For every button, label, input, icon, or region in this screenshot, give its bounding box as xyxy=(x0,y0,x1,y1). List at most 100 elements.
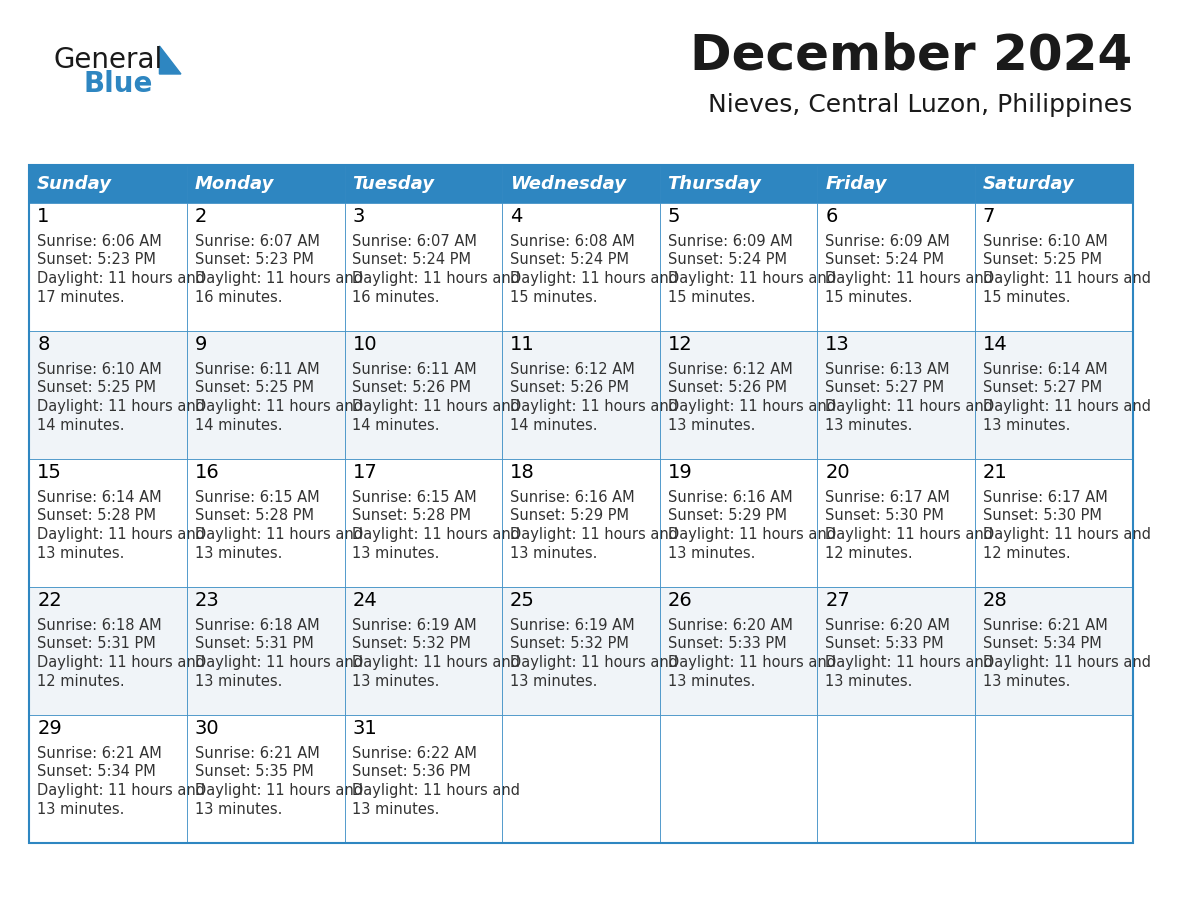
Text: Daylight: 11 hours and: Daylight: 11 hours and xyxy=(982,528,1151,543)
Text: Sunrise: 6:12 AM: Sunrise: 6:12 AM xyxy=(668,362,792,376)
Text: Daylight: 11 hours and: Daylight: 11 hours and xyxy=(195,655,362,670)
Text: 13 minutes.: 13 minutes. xyxy=(510,546,598,562)
Text: Sunset: 5:31 PM: Sunset: 5:31 PM xyxy=(37,636,156,652)
Text: Daylight: 11 hours and: Daylight: 11 hours and xyxy=(510,655,678,670)
Text: Daylight: 11 hours and: Daylight: 11 hours and xyxy=(826,399,993,415)
Text: Sunrise: 6:16 AM: Sunrise: 6:16 AM xyxy=(510,489,634,505)
Text: Sunrise: 6:12 AM: Sunrise: 6:12 AM xyxy=(510,362,634,376)
Text: 15 minutes.: 15 minutes. xyxy=(826,290,912,306)
Text: Monday: Monday xyxy=(195,175,274,193)
Text: 21: 21 xyxy=(982,464,1007,483)
Text: 15 minutes.: 15 minutes. xyxy=(668,290,756,306)
Text: Sunrise: 6:06 AM: Sunrise: 6:06 AM xyxy=(37,233,162,249)
Bar xyxy=(30,715,187,843)
Bar xyxy=(817,165,975,203)
Text: Daylight: 11 hours and: Daylight: 11 hours and xyxy=(37,783,206,799)
Text: 13 minutes.: 13 minutes. xyxy=(37,546,125,562)
Text: Nieves, Central Luzon, Philippines: Nieves, Central Luzon, Philippines xyxy=(708,93,1132,117)
Text: 11: 11 xyxy=(510,335,535,354)
Text: December 2024: December 2024 xyxy=(690,31,1132,79)
Text: Sunset: 5:28 PM: Sunset: 5:28 PM xyxy=(37,509,156,523)
Text: 15: 15 xyxy=(37,464,62,483)
Text: Sunrise: 6:16 AM: Sunrise: 6:16 AM xyxy=(668,489,792,505)
Text: Sunset: 5:32 PM: Sunset: 5:32 PM xyxy=(510,636,628,652)
Text: Sunrise: 6:15 AM: Sunrise: 6:15 AM xyxy=(195,489,320,505)
Bar xyxy=(503,331,659,459)
Text: Tuesday: Tuesday xyxy=(353,175,435,193)
Bar xyxy=(817,459,975,587)
Text: Daylight: 11 hours and: Daylight: 11 hours and xyxy=(353,655,520,670)
Bar xyxy=(345,459,503,587)
Text: Daylight: 11 hours and: Daylight: 11 hours and xyxy=(826,528,993,543)
Text: Daylight: 11 hours and: Daylight: 11 hours and xyxy=(982,655,1151,670)
Bar xyxy=(187,203,345,331)
Text: Sunset: 5:24 PM: Sunset: 5:24 PM xyxy=(510,252,628,267)
Text: Friday: Friday xyxy=(826,175,886,193)
Text: Sunrise: 6:11 AM: Sunrise: 6:11 AM xyxy=(195,362,320,376)
Text: 6: 6 xyxy=(826,207,838,227)
Text: Sunset: 5:23 PM: Sunset: 5:23 PM xyxy=(37,252,156,267)
Text: 13 minutes.: 13 minutes. xyxy=(668,419,754,433)
Bar xyxy=(30,587,187,715)
Text: 9: 9 xyxy=(195,335,207,354)
Text: Daylight: 11 hours and: Daylight: 11 hours and xyxy=(668,655,835,670)
Bar xyxy=(817,715,975,843)
Text: 8: 8 xyxy=(37,335,50,354)
Text: Sunset: 5:26 PM: Sunset: 5:26 PM xyxy=(510,380,628,396)
Text: 13 minutes.: 13 minutes. xyxy=(195,802,282,818)
Text: 12 minutes.: 12 minutes. xyxy=(826,546,912,562)
Text: Daylight: 11 hours and: Daylight: 11 hours and xyxy=(195,528,362,543)
Text: Sunset: 5:35 PM: Sunset: 5:35 PM xyxy=(195,765,314,779)
Text: Daylight: 11 hours and: Daylight: 11 hours and xyxy=(37,272,206,286)
Text: 13 minutes.: 13 minutes. xyxy=(195,675,282,689)
Text: Sunset: 5:29 PM: Sunset: 5:29 PM xyxy=(510,509,628,523)
Text: Daylight: 11 hours and: Daylight: 11 hours and xyxy=(195,399,362,415)
Text: Sunrise: 6:21 AM: Sunrise: 6:21 AM xyxy=(195,745,320,760)
Text: Daylight: 11 hours and: Daylight: 11 hours and xyxy=(510,528,678,543)
Text: 13 minutes.: 13 minutes. xyxy=(353,802,440,818)
Bar xyxy=(345,203,503,331)
Text: Sunset: 5:26 PM: Sunset: 5:26 PM xyxy=(668,380,786,396)
Bar xyxy=(975,331,1132,459)
Text: 1: 1 xyxy=(37,207,50,227)
Text: Daylight: 11 hours and: Daylight: 11 hours and xyxy=(37,528,206,543)
Text: Sunset: 5:25 PM: Sunset: 5:25 PM xyxy=(195,380,314,396)
Text: Sunset: 5:25 PM: Sunset: 5:25 PM xyxy=(982,252,1101,267)
Text: 13 minutes.: 13 minutes. xyxy=(353,546,440,562)
Text: 23: 23 xyxy=(195,591,220,610)
Text: Sunset: 5:32 PM: Sunset: 5:32 PM xyxy=(353,636,472,652)
Bar xyxy=(187,715,345,843)
Bar xyxy=(30,203,187,331)
Text: Thursday: Thursday xyxy=(668,175,762,193)
Text: Daylight: 11 hours and: Daylight: 11 hours and xyxy=(982,272,1151,286)
Text: Sunrise: 6:14 AM: Sunrise: 6:14 AM xyxy=(37,489,162,505)
Bar xyxy=(503,165,659,203)
Text: 24: 24 xyxy=(353,591,377,610)
Text: Daylight: 11 hours and: Daylight: 11 hours and xyxy=(982,399,1151,415)
Polygon shape xyxy=(159,46,181,74)
Text: Sunrise: 6:10 AM: Sunrise: 6:10 AM xyxy=(37,362,162,376)
Bar xyxy=(975,165,1132,203)
Text: Daylight: 11 hours and: Daylight: 11 hours and xyxy=(826,655,993,670)
Text: 13 minutes.: 13 minutes. xyxy=(37,802,125,818)
Text: Sunrise: 6:18 AM: Sunrise: 6:18 AM xyxy=(37,618,162,633)
Text: Sunrise: 6:13 AM: Sunrise: 6:13 AM xyxy=(826,362,949,376)
Bar xyxy=(503,459,659,587)
Text: Sunset: 5:28 PM: Sunset: 5:28 PM xyxy=(195,509,314,523)
Bar xyxy=(659,331,817,459)
Bar xyxy=(187,459,345,587)
Text: Sunrise: 6:21 AM: Sunrise: 6:21 AM xyxy=(982,618,1107,633)
Bar xyxy=(817,331,975,459)
Text: 29: 29 xyxy=(37,720,62,738)
Text: Sunrise: 6:10 AM: Sunrise: 6:10 AM xyxy=(982,233,1107,249)
Text: 12: 12 xyxy=(668,335,693,354)
Text: Sunday: Sunday xyxy=(37,175,112,193)
Text: 19: 19 xyxy=(668,464,693,483)
Text: Sunrise: 6:19 AM: Sunrise: 6:19 AM xyxy=(510,618,634,633)
Text: 14 minutes.: 14 minutes. xyxy=(510,419,598,433)
Text: 13 minutes.: 13 minutes. xyxy=(668,675,754,689)
Text: Daylight: 11 hours and: Daylight: 11 hours and xyxy=(353,528,520,543)
Bar xyxy=(503,715,659,843)
Text: Sunset: 5:30 PM: Sunset: 5:30 PM xyxy=(982,509,1101,523)
Bar xyxy=(659,203,817,331)
